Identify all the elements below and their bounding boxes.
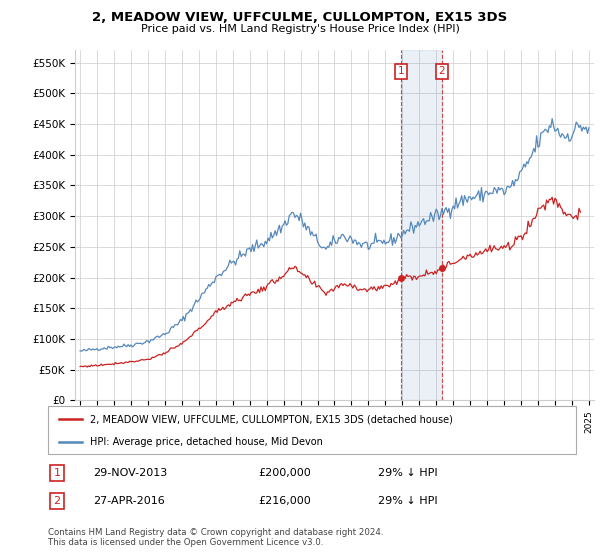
Text: £216,000: £216,000 [258,496,311,506]
Text: Contains HM Land Registry data © Crown copyright and database right 2024.
This d: Contains HM Land Registry data © Crown c… [48,528,383,547]
Text: Price paid vs. HM Land Registry's House Price Index (HPI): Price paid vs. HM Land Registry's House … [140,24,460,34]
Text: 2, MEADOW VIEW, UFFCULME, CULLOMPTON, EX15 3DS: 2, MEADOW VIEW, UFFCULME, CULLOMPTON, EX… [92,11,508,24]
Text: 29-NOV-2013: 29-NOV-2013 [93,468,167,478]
Text: 2: 2 [439,66,445,76]
Text: 29% ↓ HPI: 29% ↓ HPI [378,496,437,506]
Text: 1: 1 [53,468,61,478]
Bar [401,50,442,400]
FancyBboxPatch shape [48,406,576,454]
Text: 1: 1 [398,66,404,76]
Text: 2: 2 [53,496,61,506]
Text: 2, MEADOW VIEW, UFFCULME, CULLOMPTON, EX15 3DS (detached house): 2, MEADOW VIEW, UFFCULME, CULLOMPTON, EX… [90,414,453,424]
Text: £200,000: £200,000 [258,468,311,478]
Text: 29% ↓ HPI: 29% ↓ HPI [378,468,437,478]
Text: 27-APR-2016: 27-APR-2016 [93,496,165,506]
Text: HPI: Average price, detached house, Mid Devon: HPI: Average price, detached house, Mid … [90,437,323,447]
